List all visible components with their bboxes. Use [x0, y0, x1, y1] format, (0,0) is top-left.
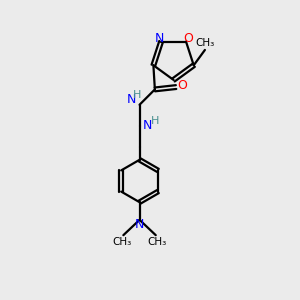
Text: H: H: [133, 90, 141, 100]
Text: H: H: [151, 116, 159, 126]
Text: N: N: [154, 32, 164, 44]
Text: O: O: [178, 80, 188, 92]
Text: CH₃: CH₃: [112, 237, 131, 247]
Text: N: N: [135, 218, 144, 231]
Text: O: O: [183, 32, 193, 44]
Text: N: N: [143, 119, 152, 132]
Text: CH₃: CH₃: [148, 237, 167, 247]
Text: N: N: [127, 93, 136, 106]
Text: CH₃: CH₃: [195, 38, 214, 48]
